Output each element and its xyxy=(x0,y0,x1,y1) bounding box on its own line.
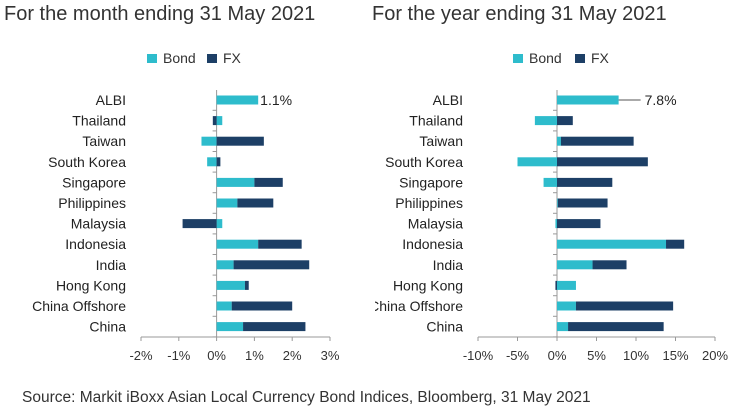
fx-bar xyxy=(216,157,221,167)
legend-swatch-bond xyxy=(513,54,523,63)
bond-bar xyxy=(216,219,223,229)
category-label: Indonesia xyxy=(65,236,126,252)
category-label: China xyxy=(89,319,126,335)
category-label: Singapore xyxy=(399,174,463,190)
category-label: Thailand xyxy=(409,113,463,129)
fx-bar xyxy=(557,116,573,126)
x-tick-label: -5% xyxy=(506,348,530,363)
x-tick-label: 0% xyxy=(207,348,226,363)
category-label: Indonesia xyxy=(402,236,463,252)
fx-bar xyxy=(555,280,557,290)
bond-bar xyxy=(216,198,238,208)
category-label: Hong Kong xyxy=(56,277,126,293)
fx-bar xyxy=(182,219,217,229)
category-label: Thailand xyxy=(72,113,126,129)
legend-swatch-fx xyxy=(207,54,217,63)
month-chart: Bond FX -2% -1% 0% 1% 2% 3% ALBI Thailand Taiwan So… xyxy=(32,50,340,363)
fx-bar xyxy=(254,177,283,187)
bond-bar xyxy=(543,177,557,187)
category-label: Malaysia xyxy=(71,216,126,232)
bond-bar xyxy=(557,239,667,249)
bond-bar xyxy=(216,260,234,270)
x-tick-label: 1% xyxy=(245,348,264,363)
bond-bar xyxy=(557,95,619,105)
category-label: South Korea xyxy=(385,154,463,170)
x-tick-label: 15% xyxy=(662,348,688,363)
bond-bar xyxy=(557,322,569,332)
bond-bar xyxy=(216,95,259,105)
x-tick-label: 10% xyxy=(623,348,649,363)
fx-bar xyxy=(237,198,274,208)
category-label: India xyxy=(96,257,127,273)
bond-bar xyxy=(557,301,576,311)
bond-bar xyxy=(557,280,576,290)
bond-bar xyxy=(216,116,223,126)
category-label: Philippines xyxy=(395,195,463,211)
fx-bar xyxy=(557,219,601,229)
legend-swatch-fx xyxy=(575,54,585,63)
x-tick-label: 5% xyxy=(587,348,606,363)
x-tick-label: 20% xyxy=(702,348,728,363)
bond-bar xyxy=(216,280,245,290)
legend-label-bond: Bond xyxy=(529,50,562,66)
fx-bar xyxy=(557,157,648,167)
x-tick-label: -1% xyxy=(167,348,191,363)
bond-bar xyxy=(557,136,561,146)
category-label: Taiwan xyxy=(419,133,463,149)
bond-bar xyxy=(216,322,244,332)
annotation-label: 1.1% xyxy=(260,92,292,108)
bond-bar xyxy=(555,219,557,229)
bond-bar xyxy=(216,301,232,311)
fx-bar xyxy=(243,322,306,332)
x-tick-label: -10% xyxy=(463,348,494,363)
fx-bar xyxy=(666,239,685,249)
category-label: Singapore xyxy=(62,174,126,190)
bond-bar xyxy=(557,260,593,270)
left-chart-title: For the month ending 31 May 2021 xyxy=(4,3,316,25)
fx-bar xyxy=(575,301,674,311)
fx-bar xyxy=(216,136,264,146)
bond-bar xyxy=(534,116,557,126)
category-label: Malaysia xyxy=(408,216,463,232)
fx-bar xyxy=(568,322,664,332)
category-label: India xyxy=(433,257,464,273)
category-label: China xyxy=(426,319,463,335)
x-tick-label: 0% xyxy=(548,348,567,363)
fx-bar xyxy=(557,177,613,187)
fx-bar xyxy=(560,136,634,146)
legend-label-fx: FX xyxy=(223,50,242,66)
fx-bar xyxy=(244,280,249,290)
category-label: Taiwan xyxy=(82,133,126,149)
year-chart: Bond FX -10% -5% 0% 5% 10% 15% 20% ALBI Thailand Ta… xyxy=(375,50,728,363)
bond-bar xyxy=(216,239,259,249)
bond-bar xyxy=(201,136,217,146)
legend-label-bond: Bond xyxy=(163,50,196,66)
legend-swatch-bond xyxy=(147,54,157,63)
category-label: Philippines xyxy=(58,195,126,211)
fx-bar xyxy=(233,260,310,270)
bond-bar xyxy=(517,157,557,167)
x-tick-label: 3% xyxy=(321,348,340,363)
fx-bar xyxy=(212,116,217,126)
category-label: China Offshore xyxy=(375,298,463,314)
fx-bar xyxy=(258,239,302,249)
fx-bar xyxy=(592,260,627,270)
fx-bar xyxy=(231,301,293,311)
category-label: China Offshore xyxy=(32,298,126,314)
x-tick-label: -2% xyxy=(129,348,153,363)
category-label: Hong Kong xyxy=(393,277,463,293)
category-label: South Korea xyxy=(48,154,126,170)
annotation-label: 7.8% xyxy=(645,92,677,108)
fx-bar xyxy=(557,198,608,208)
right-chart-title: For the year ending 31 May 2021 xyxy=(372,3,667,25)
source-note: Source: Markit iBoxx Asian Local Currenc… xyxy=(22,389,591,406)
bond-bar xyxy=(216,177,255,187)
category-label: ALBI xyxy=(433,92,463,108)
category-label: ALBI xyxy=(96,92,126,108)
x-tick-label: 2% xyxy=(283,348,302,363)
legend-label-fx: FX xyxy=(591,50,610,66)
bond-bar xyxy=(557,198,558,208)
bond-bar xyxy=(207,157,217,167)
